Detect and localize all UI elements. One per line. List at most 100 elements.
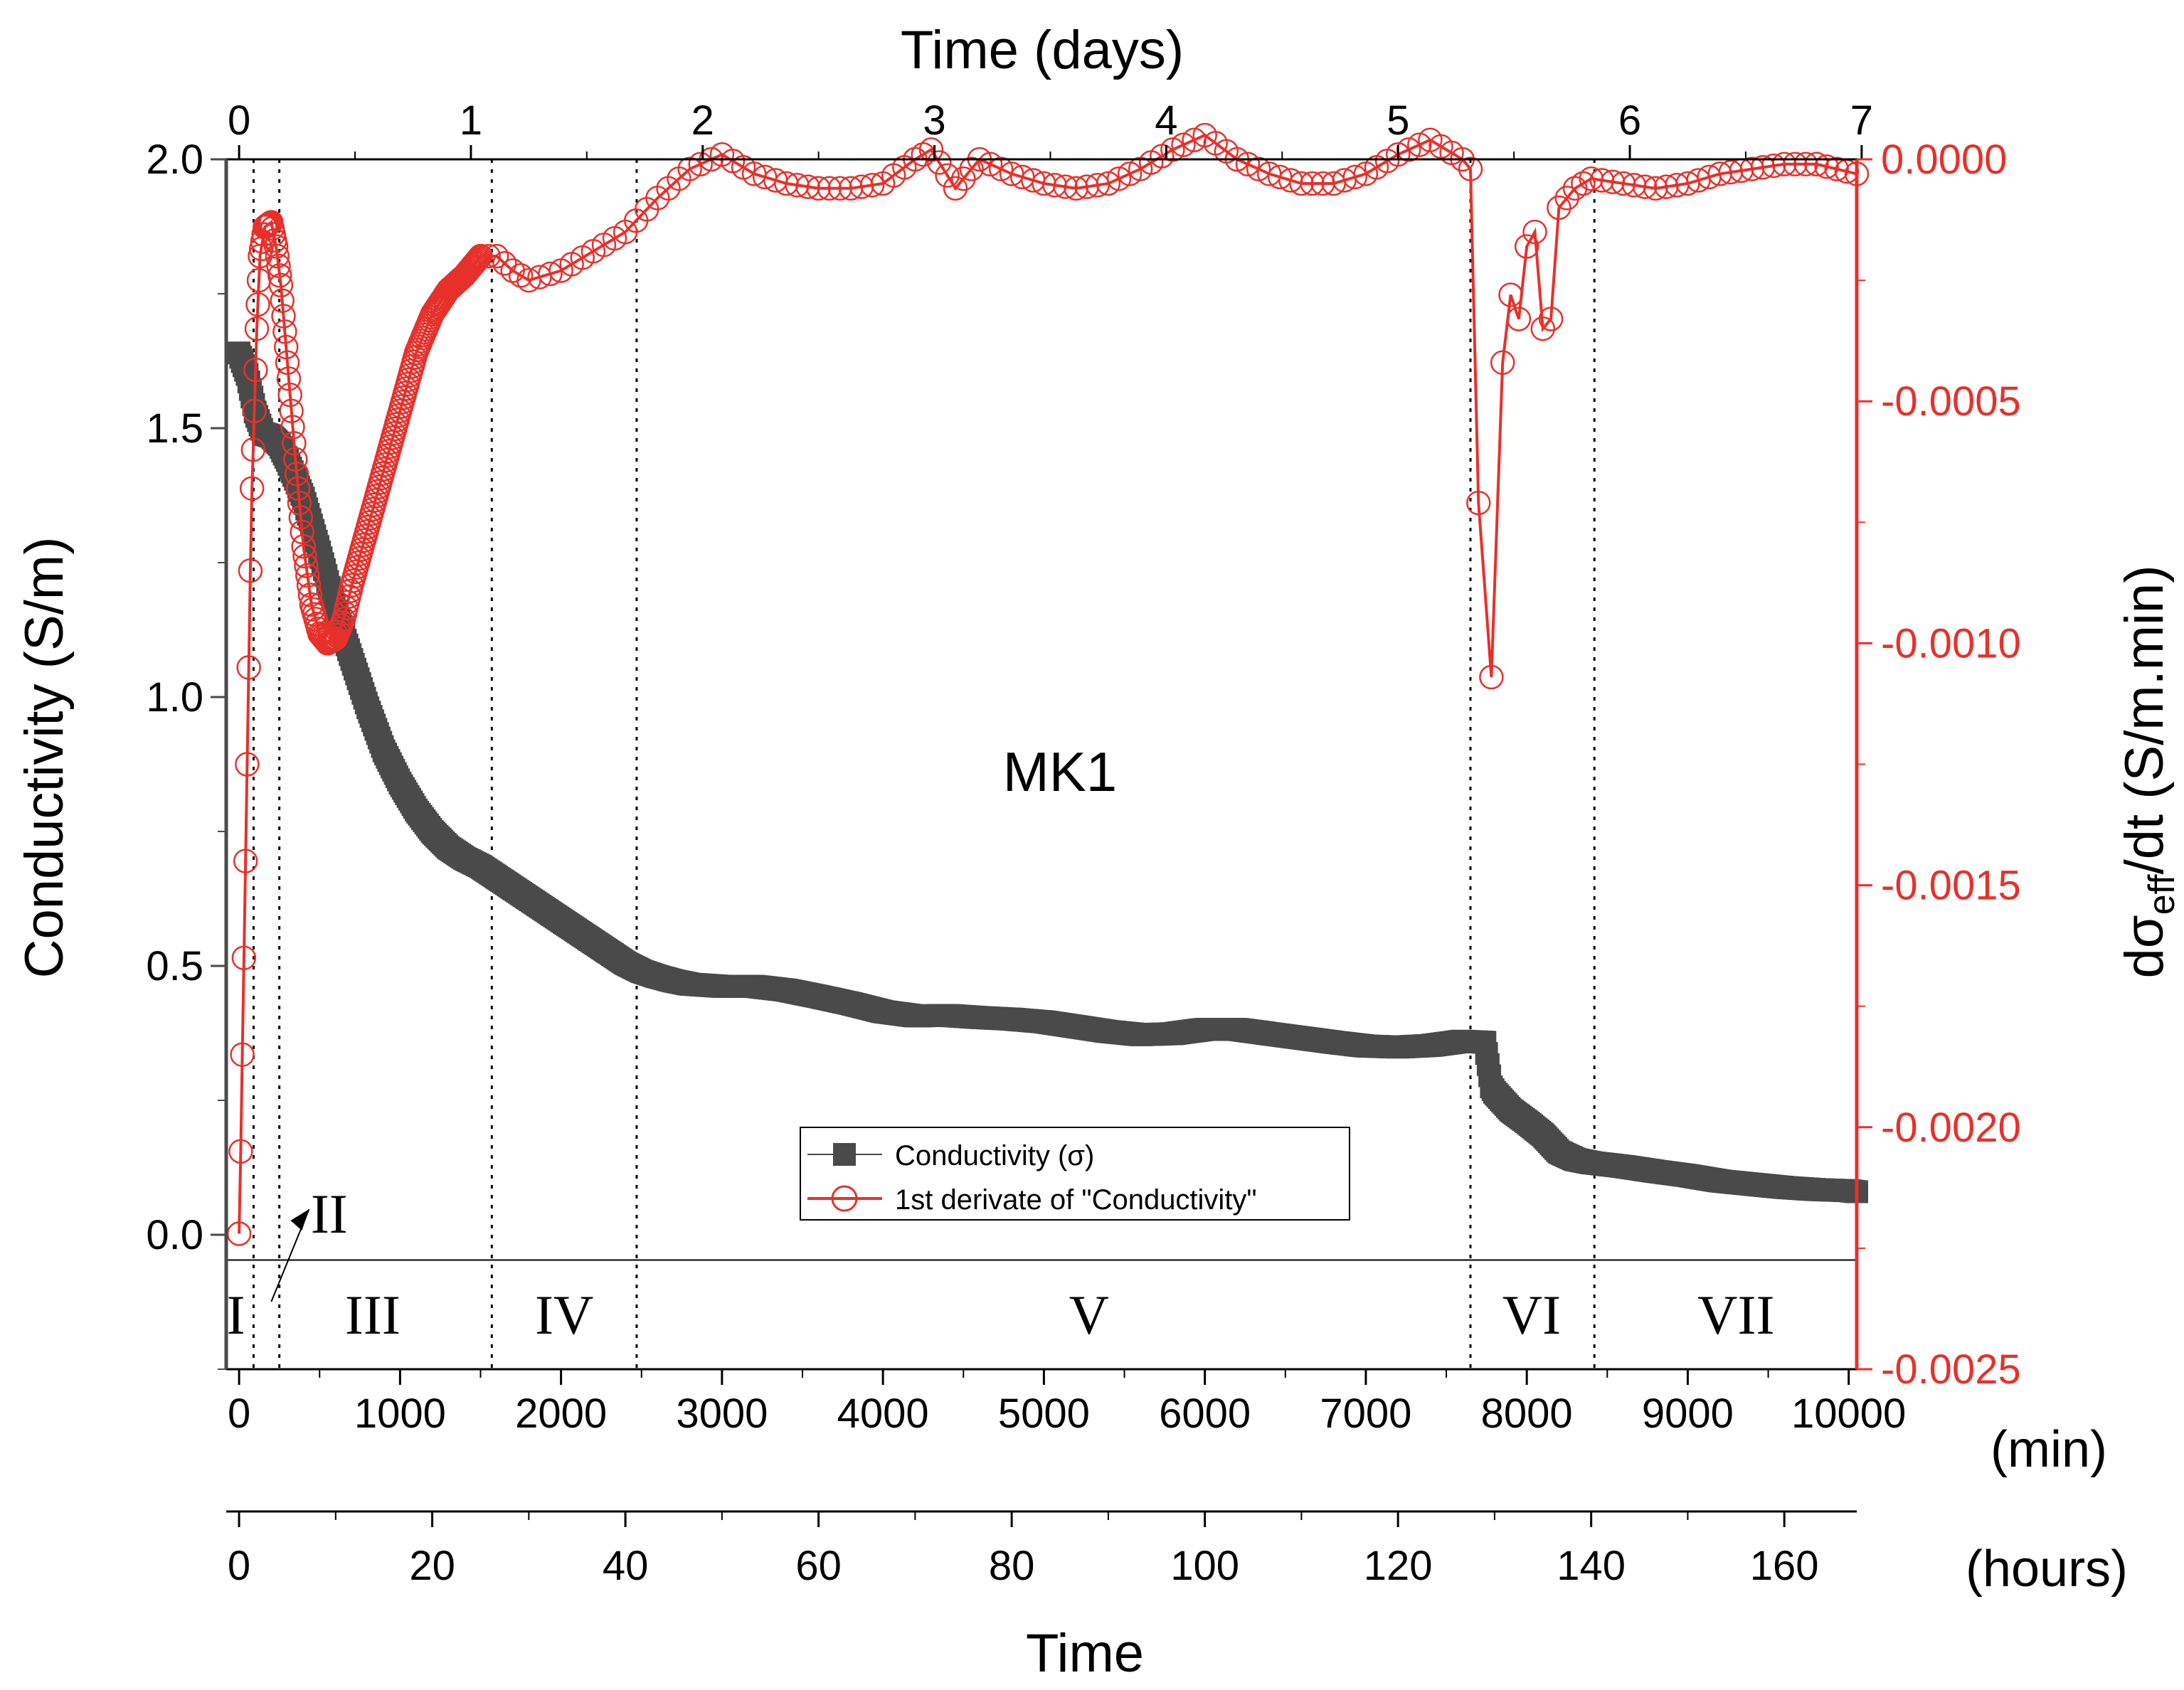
derivative-marker: [508, 263, 534, 288]
derivative-marker: [817, 176, 842, 201]
left-tick-label: 0.5: [146, 943, 203, 989]
minutes-tick-label: 9000: [1642, 1391, 1734, 1437]
derivative-marker: [951, 166, 976, 191]
derivative-marker: [1235, 152, 1261, 177]
derivative-marker: [977, 152, 1003, 177]
derivative-marker: [267, 263, 292, 288]
derivative-marker: [285, 476, 311, 501]
derivative-marker: [1117, 161, 1143, 186]
days-tick-label: 4: [1155, 97, 1177, 144]
hours-tick-label: 100: [1170, 1543, 1239, 1589]
derivative-marker: [271, 304, 296, 329]
derivative-marker: [288, 505, 314, 530]
bottom-axis-title: Time: [1026, 1623, 1144, 1684]
minutes-tick-label: 1000: [354, 1391, 446, 1437]
derivative-marker: [1053, 174, 1078, 199]
legend-derivative-label: 1st derivate of "Conductivity": [895, 1184, 1257, 1216]
derivative-marker: [1407, 132, 1432, 157]
derivative-marker: [688, 152, 713, 177]
stage-label: VI: [1502, 1284, 1561, 1346]
stage-label-ii: II: [311, 1183, 348, 1245]
minutes-tick-label: 6000: [1159, 1391, 1251, 1437]
derivative-marker: [280, 415, 305, 440]
right-tick-label: 0.0000: [1881, 137, 2007, 183]
minutes-tick-label: 3000: [676, 1391, 768, 1437]
derivative-marker: [244, 316, 270, 341]
derivative-marker: [460, 253, 486, 277]
legend-derivative-marker: [831, 1185, 858, 1212]
derivative-marker: [1761, 153, 1786, 179]
minutes-tick-label: 5000: [998, 1391, 1090, 1437]
left-tick-label: 1.0: [146, 674, 203, 721]
derivative-marker: [1793, 152, 1818, 177]
derivative-marker: [272, 319, 297, 344]
derivative-marker: [1458, 156, 1483, 181]
right-axis-title-tail: /dt (S/m.min): [2114, 565, 2175, 875]
derivative-marker: [290, 519, 314, 545]
derivative-marker: [253, 215, 277, 240]
derivative-marker: [927, 150, 952, 175]
derivative-marker: [1506, 307, 1532, 331]
derivative-marker: [296, 573, 322, 598]
derivative-marker: [1490, 350, 1515, 376]
derivative-marker: [240, 437, 266, 462]
right-axis-title-sub: eff: [2141, 874, 2183, 915]
derivative-marker: [476, 243, 502, 269]
derivative-marker: [988, 156, 1014, 181]
left-axis-title: Conductivity (S/m): [14, 537, 75, 979]
derivative-marker: [292, 543, 317, 569]
minutes-tick-label: 10000: [1791, 1391, 1906, 1437]
derivative-marker: [465, 247, 491, 272]
series-layer: [226, 122, 1870, 1246]
derivative-marker: [538, 261, 563, 287]
derivative-marker: [263, 234, 289, 259]
derivative-marker: [291, 534, 316, 559]
legend-conductivity-label: Conductivity (σ): [895, 1140, 1094, 1171]
stage-label: V: [1069, 1284, 1109, 1346]
derivative-marker: [859, 173, 885, 198]
derivative-marker: [1554, 186, 1579, 211]
days-tick-label: 6: [1618, 97, 1641, 144]
derivative-marker: [1547, 195, 1571, 220]
derivative-marker: [1289, 171, 1314, 196]
derivative-marker: [827, 176, 853, 201]
derivative-marker: [275, 350, 300, 376]
minutes-tick-label: 4000: [837, 1391, 929, 1437]
stage-label: IV: [535, 1284, 593, 1346]
derivative-marker: [935, 163, 960, 188]
derivative-marker: [1300, 171, 1325, 196]
hours-tick-label: 60: [795, 1543, 842, 1589]
derivative-marker: [228, 1139, 253, 1164]
stage-label: III: [345, 1284, 401, 1346]
derivative-marker: [795, 174, 820, 199]
left-tick-label: 1.5: [146, 405, 203, 452]
top-axis-title: Time (days): [901, 20, 1184, 80]
hours-unit-label: (hours): [1966, 1541, 2128, 1598]
days-tick-label: 0: [228, 97, 250, 144]
derivative-marker: [1466, 490, 1491, 516]
derivative-marker: [1771, 152, 1797, 177]
derivative-marker: [1498, 282, 1523, 307]
right-tick-label: -0.0025: [1881, 1346, 2021, 1393]
derivative-marker: [242, 398, 267, 424]
derivative-marker: [1804, 152, 1829, 177]
derivative-marker: [270, 288, 295, 313]
derivative-marker: [1814, 154, 1839, 179]
derivative-marker: [230, 1042, 255, 1067]
derivative-marker: [1824, 156, 1849, 181]
derivative-marker: [1096, 171, 1121, 196]
right-axis-title: dσeff/dt (S/m.min): [2114, 565, 2183, 979]
derivative-marker: [243, 357, 268, 383]
derivative-marker: [1530, 316, 1556, 341]
derivative-marker: [276, 366, 302, 391]
derivative-marker: [484, 243, 509, 269]
derivative-marker: [231, 945, 257, 970]
days-tick-label: 1: [460, 97, 482, 144]
derivative-marker: [1246, 156, 1271, 181]
days-tick-label: 5: [1387, 97, 1409, 144]
right-tick-label: -0.0010: [1881, 620, 2021, 666]
hours-tick-label: 0: [228, 1543, 250, 1589]
hours-tick-label: 80: [989, 1543, 1035, 1589]
right-axis-title-base: dσ: [2114, 915, 2175, 978]
